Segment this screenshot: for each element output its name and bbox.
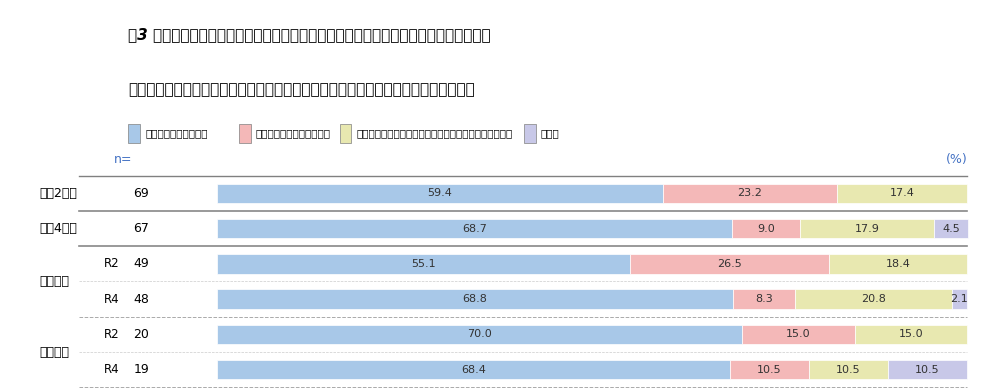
Text: 59.4: 59.4 <box>427 188 452 198</box>
Text: 2.1: 2.1 <box>950 294 967 304</box>
FancyBboxPatch shape <box>217 254 630 274</box>
FancyBboxPatch shape <box>809 360 886 379</box>
Text: 15.0: 15.0 <box>786 329 810 339</box>
Text: 10.5: 10.5 <box>914 365 939 375</box>
FancyBboxPatch shape <box>795 289 951 309</box>
Text: 68.4: 68.4 <box>460 365 486 375</box>
Text: 20.8: 20.8 <box>860 294 885 304</box>
Text: 17.9: 17.9 <box>854 223 879 234</box>
FancyBboxPatch shape <box>239 124 250 143</box>
FancyBboxPatch shape <box>630 254 828 274</box>
Text: 都道府県: 都道府県 <box>39 275 69 288</box>
Text: 49: 49 <box>133 257 149 270</box>
Text: R2: R2 <box>104 257 119 270</box>
FancyBboxPatch shape <box>730 360 809 379</box>
Text: 15.0: 15.0 <box>898 329 922 339</box>
FancyBboxPatch shape <box>217 325 741 344</box>
Text: 制について、該当するものを回答欄のプルダウンリストから一つ選択してください。: 制について、該当するものを回答欄のプルダウンリストから一つ選択してください。 <box>128 82 474 97</box>
Text: 令和2年度: 令和2年度 <box>39 187 77 200</box>
FancyBboxPatch shape <box>800 219 934 238</box>
Text: 55.1: 55.1 <box>411 259 436 269</box>
FancyBboxPatch shape <box>886 360 965 379</box>
Text: 48: 48 <box>133 292 149 306</box>
Text: 8.3: 8.3 <box>754 294 772 304</box>
Text: その他: その他 <box>540 128 559 138</box>
FancyBboxPatch shape <box>732 219 800 238</box>
Text: n=: n= <box>113 153 132 166</box>
FancyBboxPatch shape <box>836 183 966 203</box>
FancyBboxPatch shape <box>662 183 836 203</box>
Text: R4: R4 <box>104 363 119 376</box>
Text: 67: 67 <box>133 222 149 235</box>
Text: 68.8: 68.8 <box>462 294 487 304</box>
Text: (%): (%) <box>945 153 966 166</box>
FancyBboxPatch shape <box>854 325 966 344</box>
Text: 通常の体制を拡大して対応: 通常の体制を拡大して対応 <box>255 128 330 138</box>
Text: 10.5: 10.5 <box>756 365 781 375</box>
FancyBboxPatch shape <box>339 124 351 143</box>
Text: 68.7: 68.7 <box>461 223 487 234</box>
Text: 指定都市: 指定都市 <box>39 345 69 359</box>
FancyBboxPatch shape <box>741 325 854 344</box>
FancyBboxPatch shape <box>217 183 662 203</box>
Text: 令和4年度: 令和4年度 <box>39 222 77 235</box>
FancyBboxPatch shape <box>951 289 966 309</box>
FancyBboxPatch shape <box>217 289 733 309</box>
Text: 問3 令和４年９月１日時点における貴センターでの新型コロナウイルス感染症の相談体: 問3 令和４年９月１日時点における貴センターでの新型コロナウイルス感染症の相談体 <box>128 27 490 42</box>
FancyBboxPatch shape <box>217 360 730 379</box>
Text: R2: R2 <box>104 328 119 341</box>
FancyBboxPatch shape <box>934 219 967 238</box>
FancyBboxPatch shape <box>524 124 535 143</box>
FancyBboxPatch shape <box>828 254 966 274</box>
FancyBboxPatch shape <box>217 219 732 238</box>
FancyBboxPatch shape <box>128 124 140 143</box>
Text: R4: R4 <box>104 292 119 306</box>
Text: 19: 19 <box>133 363 149 376</box>
Text: 10.5: 10.5 <box>835 365 860 375</box>
Text: 18.4: 18.4 <box>884 259 910 269</box>
Text: 20: 20 <box>133 328 149 341</box>
Text: 23.2: 23.2 <box>737 188 761 198</box>
Text: 9.0: 9.0 <box>756 223 774 234</box>
Text: 新型コロナウイルス感染症関係の専用窓口を設けて対応: 新型コロナウイルス感染症関係の専用窓口を設けて対応 <box>356 128 512 138</box>
Text: 4.5: 4.5 <box>942 223 959 234</box>
Text: 70.0: 70.0 <box>466 329 492 339</box>
Text: 26.5: 26.5 <box>717 259 741 269</box>
Text: 69: 69 <box>133 187 149 200</box>
Text: 通常の相談体制で対応: 通常の相談体制で対応 <box>145 128 207 138</box>
FancyBboxPatch shape <box>733 289 795 309</box>
Text: 17.4: 17.4 <box>888 188 913 198</box>
